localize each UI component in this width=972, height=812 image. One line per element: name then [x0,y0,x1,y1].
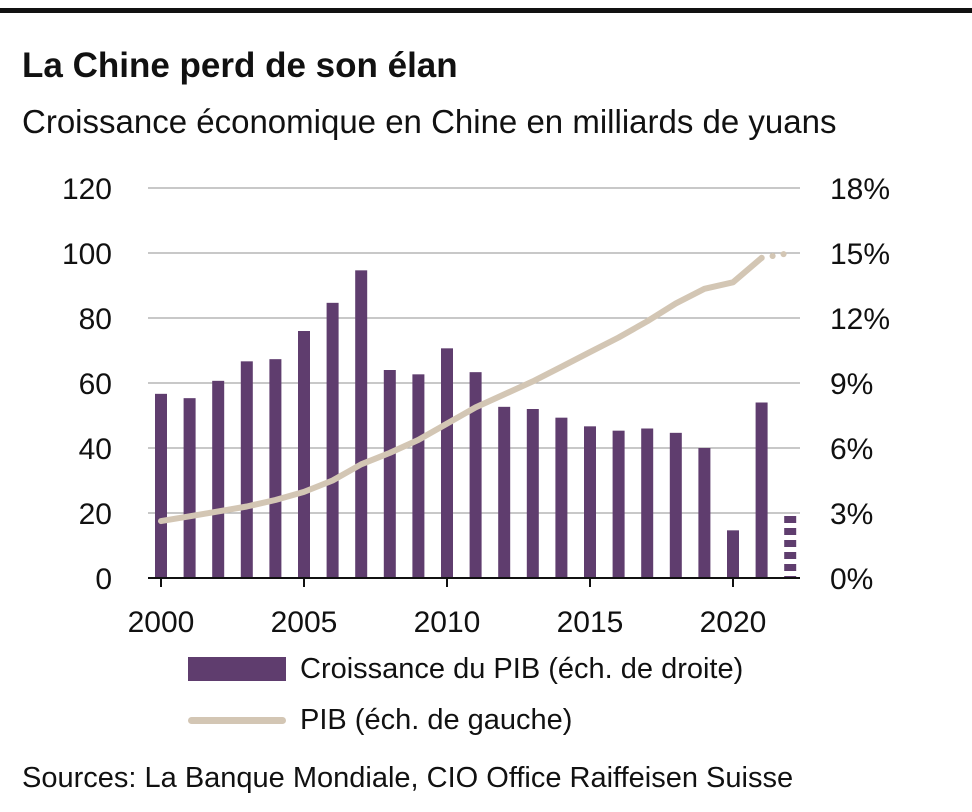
gdp-line-path [158,254,765,525]
bar [441,348,453,578]
y-left-tick-label: 60 [79,368,112,401]
bar [526,409,539,578]
y-right-tick-label: 18% [830,173,890,206]
y-left-tick-label: 120 [62,173,112,206]
y-left-tick-label: 40 [79,433,112,466]
legend-line-swatch [188,716,286,724]
y-left-tick-label: 0 [95,563,112,596]
y-right-tick-label: 15% [830,238,890,271]
bar [412,374,425,578]
y-right-tick-label: 9% [830,368,873,401]
y-right-tick-label: 0% [830,563,873,596]
bar [727,530,739,578]
gdp-growth-bars [155,270,797,578]
y-right-tick-label: 3% [830,498,873,531]
legend-label-growth: Croissance du PIB (éch. de droite) [300,652,744,685]
y-left-tick-label: 20 [79,498,112,531]
bar [669,432,682,578]
legend-item-growth: Croissance du PIB (éch. de droite) [188,652,743,686]
bar [612,430,625,578]
legend-item-gdp: PIB (éch. de gauche) [188,703,572,737]
bar [498,406,511,578]
bar [355,270,368,578]
bar-estimate [784,513,797,578]
legend-bar-swatch [188,657,286,681]
x-tick-label: 2000 [128,606,195,639]
x-tick-label: 2010 [414,606,481,639]
axis-tick-labels: 0 20 40 60 80 100 120 0% 3% 6% 9% 12% 15% 18% 2000 2005… [62,173,890,639]
y-left-tick-label: 100 [62,238,112,271]
bar [698,448,711,578]
bar [641,428,654,578]
bar [755,402,768,578]
bar [155,393,167,578]
bar [469,372,482,578]
legend-label-gdp: PIB (éch. de gauche) [300,703,573,736]
x-tick-label: 2005 [271,606,338,639]
bar [326,302,339,578]
bar [240,361,253,578]
bar [183,398,196,578]
x-tick-label: 2015 [557,606,624,639]
y-left-tick-label: 80 [79,303,112,336]
bar [383,370,396,578]
gdp-line-estimate [758,250,794,261]
y-right-tick-label: 6% [830,433,873,466]
source-note: Sources: La Banque Mondiale, CIO Office … [22,762,794,794]
bar [298,331,310,578]
bar [584,426,596,578]
top-rule [0,8,972,13]
chart-title: La Chine perd de son élan [22,46,458,85]
gdp-line [158,250,794,525]
bar [212,380,225,578]
x-axis [148,577,800,587]
bar [555,417,568,578]
chart-subtitle: Croissance économique en Chine en millia… [22,103,837,140]
x-tick-label: 2020 [700,606,767,639]
bar [269,359,282,578]
y-right-tick-label: 12% [830,303,890,336]
